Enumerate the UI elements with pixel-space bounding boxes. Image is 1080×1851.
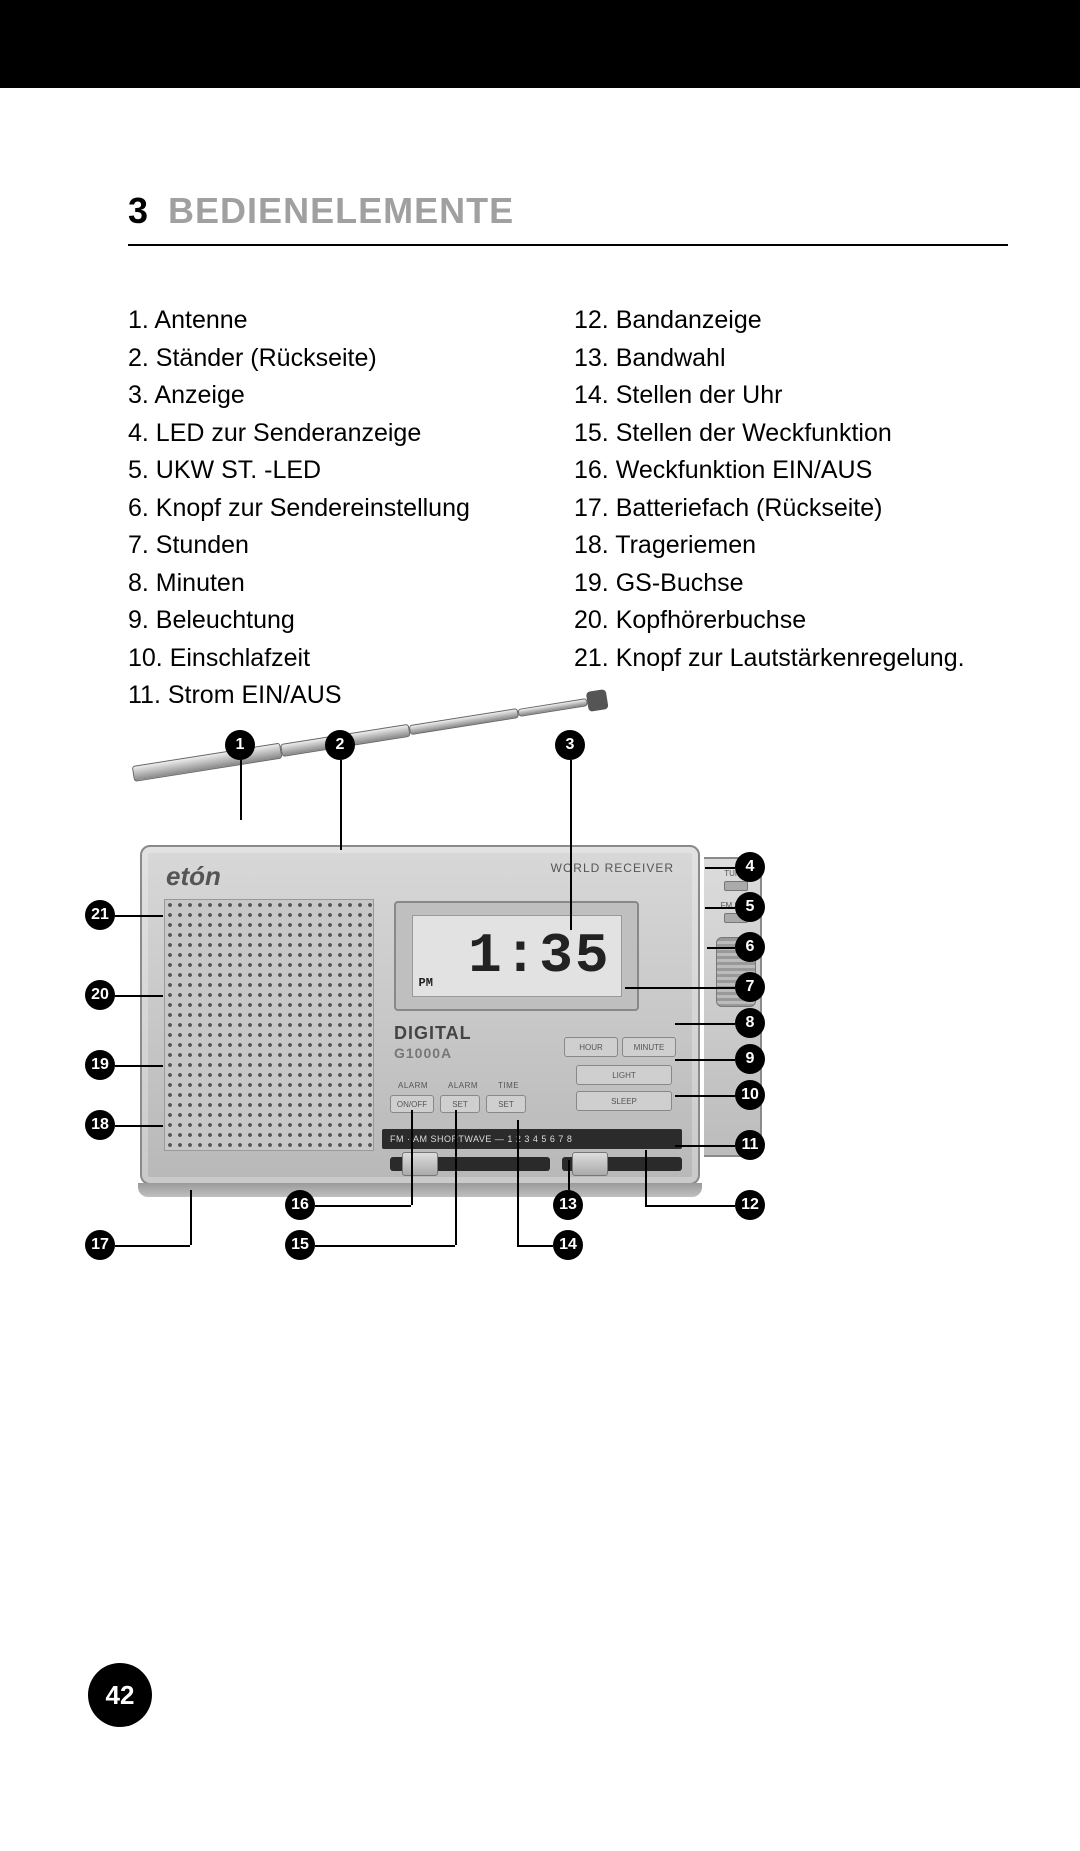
digital-label: DIGITAL	[394, 1023, 472, 1044]
leader-line	[240, 760, 242, 820]
leader-line	[455, 1110, 457, 1245]
callout-marker: 19	[85, 1050, 115, 1080]
leader-line	[517, 1120, 519, 1245]
radio-diagram: etón WORLD RECEIVER PM 1:35 DIGITAL G100…	[85, 730, 1005, 1330]
list-item: 8. Minuten	[128, 565, 574, 603]
leader-line	[645, 1150, 647, 1205]
callout-marker: 13	[553, 1190, 583, 1220]
section-number: 3	[128, 190, 149, 231]
controls-list: 1. Antenne 2. Ständer (Rückseite) 3. Anz…	[128, 302, 1008, 715]
leader-line	[675, 1145, 735, 1147]
leader-line	[411, 1110, 413, 1205]
tune-led	[724, 881, 748, 891]
list-item: 18. Trageriemen	[574, 527, 1008, 565]
list-item: 13. Bandwahl	[574, 340, 1008, 378]
leader-line	[115, 915, 163, 917]
hour-button: HOUR	[564, 1037, 618, 1057]
list-item: 12. Bandanzeige	[574, 302, 1008, 340]
leader-line	[115, 1065, 163, 1067]
callout-marker: 9	[735, 1044, 765, 1074]
leader-line	[517, 1245, 553, 1247]
lcd-frame: PM 1:35	[394, 901, 639, 1011]
callout-marker: 8	[735, 1008, 765, 1038]
list-item: 14. Stellen der Uhr	[574, 377, 1008, 415]
callout-marker: 11	[735, 1130, 765, 1160]
callout-marker: 14	[553, 1230, 583, 1260]
list-item: 5. UKW ST. -LED	[128, 452, 574, 490]
callout-marker: 3	[555, 730, 585, 760]
top-black-bar	[0, 0, 1080, 88]
list-item: 17. Batteriefach (Rückseite)	[574, 490, 1008, 528]
list-item: 2. Ständer (Rückseite)	[128, 340, 574, 378]
section-heading: 3 BEDIENELEMENTE	[128, 190, 1008, 246]
list-item: 3. Anzeige	[128, 377, 574, 415]
list-item: 7. Stunden	[128, 527, 574, 565]
model-label: G1000A	[394, 1045, 452, 1061]
leader-line	[115, 1125, 163, 1127]
list-item: 10. Einschlafzeit	[128, 640, 574, 678]
leader-line	[675, 1059, 735, 1061]
callout-marker: 10	[735, 1080, 765, 1110]
time-label: TIME	[498, 1081, 519, 1090]
lcd-time: 1:35	[468, 924, 610, 988]
leader-line	[568, 1160, 570, 1190]
list-item: 19. GS-Buchse	[574, 565, 1008, 603]
callout-marker: 16	[285, 1190, 315, 1220]
band-slider-knob-2	[572, 1152, 608, 1176]
page-number-badge: 42	[88, 1663, 152, 1727]
callout-marker: 1	[225, 730, 255, 760]
brand-label: etón	[166, 861, 221, 892]
list-column-left: 1. Antenne 2. Ständer (Rückseite) 3. Anz…	[128, 302, 574, 715]
list-item: 6. Knopf zur Sendereinstellung	[128, 490, 574, 528]
radio-body: etón WORLD RECEIVER PM 1:35 DIGITAL G100…	[140, 845, 700, 1185]
list-item: 20. Kopfhörerbuchse	[574, 602, 1008, 640]
leader-line	[645, 1205, 735, 1207]
callout-marker: 17	[85, 1230, 115, 1260]
leader-line	[315, 1245, 455, 1247]
callout-marker: 21	[85, 900, 115, 930]
sleep-button: SLEEP	[576, 1091, 672, 1111]
list-item: 4. LED zur Senderanzeige	[128, 415, 574, 453]
callout-marker: 20	[85, 980, 115, 1010]
light-button: LIGHT	[576, 1065, 672, 1085]
callout-marker: 5	[735, 892, 765, 922]
band-strip: FM · AM SHORTWAVE — 1 2 3 4 5 6 7 8	[382, 1129, 682, 1149]
callout-marker: 18	[85, 1110, 115, 1140]
list-item: 9. Beleuchtung	[128, 602, 574, 640]
leader-line	[115, 1245, 190, 1247]
leader-line	[115, 995, 163, 997]
leader-line	[570, 760, 572, 930]
set-button-2: SET	[486, 1095, 526, 1113]
alarm-label-2: ALARM	[448, 1081, 478, 1090]
leader-line	[705, 907, 735, 909]
leader-line	[190, 1190, 192, 1245]
leader-line	[705, 867, 735, 869]
leader-line	[675, 1023, 735, 1025]
leader-line	[625, 987, 735, 989]
callout-marker: 2	[325, 730, 355, 760]
leader-line	[707, 947, 735, 949]
callout-marker: 6	[735, 932, 765, 962]
callout-marker: 15	[285, 1230, 315, 1260]
list-item: 16. Weckfunktion EIN/AUS	[574, 452, 1008, 490]
leader-line	[675, 1095, 735, 1097]
speaker-grille	[164, 899, 374, 1151]
list-item: 21. Knopf zur Lautstärkenregelung.	[574, 640, 1008, 678]
list-item: 15. Stellen der Weckfunktion	[574, 415, 1008, 453]
page-content: 3 BEDIENELEMENTE 1. Antenne 2. Ständer (…	[128, 190, 1008, 815]
list-column-right: 12. Bandanzeige 13. Bandwahl 14. Stellen…	[574, 302, 1008, 715]
callout-marker: 7	[735, 972, 765, 1002]
list-item: 1. Antenne	[128, 302, 574, 340]
band-slider-knob-1	[402, 1152, 438, 1176]
leader-line	[315, 1205, 411, 1207]
set-button-1: SET	[440, 1095, 480, 1113]
minute-button: MINUTE	[622, 1037, 676, 1057]
leader-line	[340, 760, 342, 850]
alarm-label-1: ALARM	[398, 1081, 428, 1090]
lcd-pm-label: PM	[419, 976, 433, 990]
callout-marker: 12	[735, 1190, 765, 1220]
callout-marker: 4	[735, 852, 765, 882]
section-title: BEDIENELEMENTE	[168, 190, 514, 231]
lcd-display: PM 1:35	[412, 915, 622, 997]
